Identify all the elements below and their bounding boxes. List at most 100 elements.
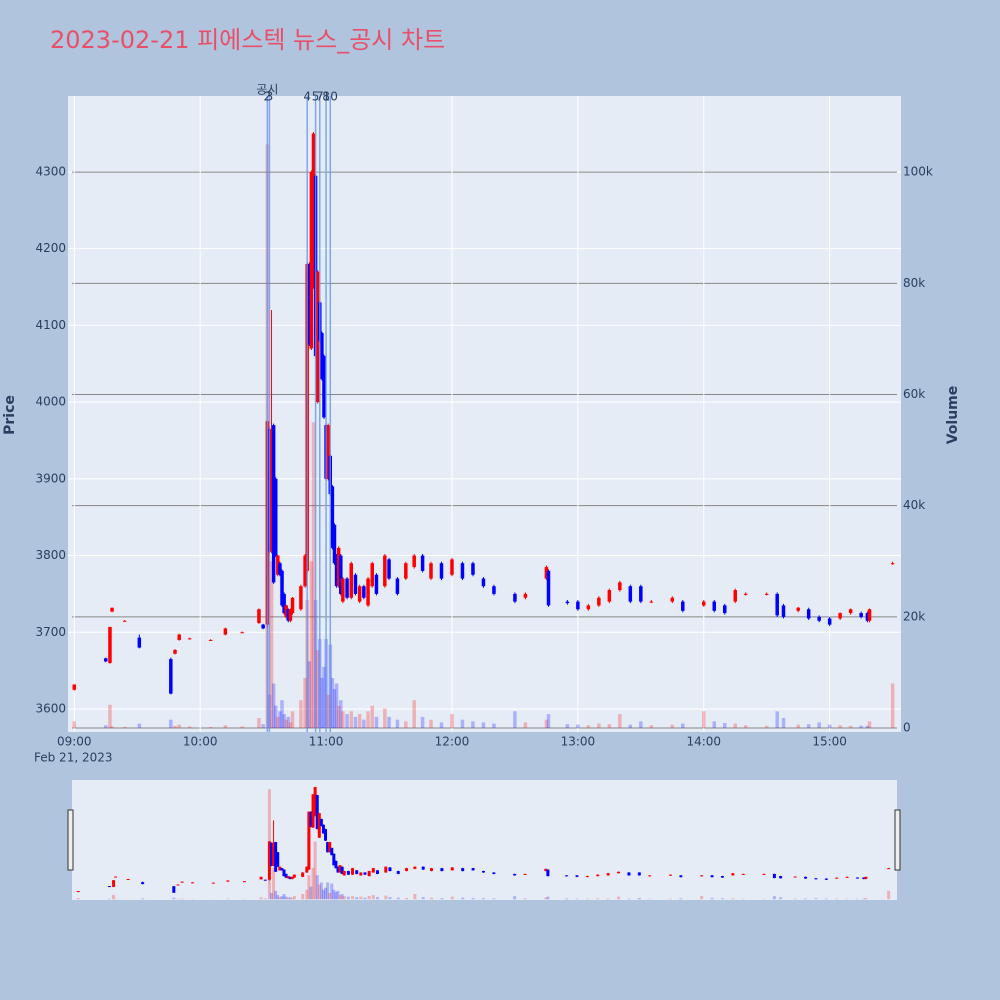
candle-body — [546, 869, 550, 877]
volume-bar — [317, 884, 321, 900]
candle-body — [817, 616, 821, 621]
candle-body — [269, 842, 273, 866]
candle-body — [430, 868, 434, 872]
volume-bar — [722, 722, 727, 728]
volume-bar — [328, 892, 332, 900]
y-tick-label: 3700 — [35, 625, 66, 639]
candle-body — [679, 875, 683, 878]
candle-body — [114, 876, 118, 878]
volume-bar — [341, 711, 345, 728]
volume-bar — [366, 711, 370, 728]
volume-bar — [309, 886, 313, 900]
volume-bar — [367, 896, 371, 900]
candle-body — [177, 634, 181, 640]
candle-body — [176, 884, 180, 886]
candle-body — [315, 271, 320, 403]
volume-bar — [141, 898, 145, 900]
volume-bar — [523, 898, 527, 900]
volume-bar — [450, 896, 454, 900]
candle-body — [702, 601, 706, 606]
y-axis-title: Price — [2, 395, 18, 435]
candle-body — [395, 578, 400, 594]
volume-bar — [371, 895, 375, 900]
volume-bar — [439, 722, 444, 728]
candle-body — [513, 593, 517, 602]
candle-body — [733, 590, 737, 602]
candle-body — [267, 841, 271, 880]
volume-bar — [700, 896, 704, 900]
volume-bar — [269, 892, 273, 900]
candle-body — [263, 879, 267, 881]
candle-body — [366, 578, 370, 606]
volume-bar — [226, 898, 230, 900]
candle-body — [388, 867, 392, 872]
candle-body — [779, 876, 783, 879]
volume-bar — [257, 717, 261, 728]
candle-body — [492, 586, 496, 594]
candle-body — [321, 824, 325, 834]
candle-body — [226, 880, 230, 882]
volume-bar — [848, 725, 853, 728]
candle-body — [838, 613, 842, 619]
candle-body — [307, 264, 312, 345]
range-slider[interactable] — [72, 780, 897, 900]
volume-bar — [108, 704, 112, 728]
x-tick-label: 09:00 — [57, 735, 92, 749]
candle-body — [845, 876, 849, 878]
candle-body — [180, 881, 184, 883]
annotation-label: 7 — [316, 90, 324, 104]
volume-bar — [523, 722, 528, 728]
volume-bar — [107, 898, 111, 900]
volume-bar — [429, 719, 433, 728]
annotation-label: 8 — [322, 90, 330, 104]
candle-body — [328, 842, 332, 853]
volume-bar — [286, 897, 290, 900]
candle-body — [404, 563, 408, 579]
candle-body — [384, 866, 388, 873]
candle-body — [191, 882, 195, 884]
y-tick-label: 4100 — [35, 318, 66, 332]
candle-body — [720, 876, 724, 878]
candle-body — [332, 524, 337, 564]
range-handle[interactable] — [67, 809, 74, 871]
volume-bar — [710, 897, 714, 900]
volume-bar — [292, 896, 296, 900]
candle-body — [565, 601, 570, 604]
volume-bar — [273, 705, 278, 728]
candle-body — [764, 593, 769, 595]
volume-bar — [413, 894, 417, 900]
candle-body — [420, 555, 425, 571]
candle-body — [461, 868, 465, 872]
volume-bar — [282, 714, 286, 728]
candle-body — [290, 876, 294, 880]
candle-body — [700, 875, 704, 877]
candle-body — [208, 639, 213, 641]
plot-area — [68, 96, 901, 732]
candle-body — [775, 593, 779, 616]
candle-body — [421, 866, 425, 870]
volume-bar — [345, 714, 349, 728]
candle-body — [107, 886, 111, 888]
candle-body — [370, 563, 374, 587]
volume-bar — [319, 882, 323, 900]
candle-body — [340, 866, 344, 874]
candle-body — [387, 559, 391, 579]
candle-body — [649, 601, 654, 603]
volume-bar — [223, 725, 228, 728]
y2-tick-label: 100k — [903, 165, 933, 179]
volume-bar — [187, 726, 192, 728]
candle-body — [396, 871, 400, 874]
volume-bar — [208, 726, 213, 728]
candle-body — [439, 563, 444, 579]
x-tick-label: 14:00 — [686, 735, 721, 749]
candle-body — [110, 607, 114, 612]
volume-bar — [867, 721, 872, 728]
volume-bar — [859, 725, 863, 728]
volume-bar — [284, 719, 288, 728]
range-handle[interactable] — [894, 809, 901, 871]
candle-body — [413, 866, 417, 869]
candle-body — [722, 605, 727, 614]
volume-bar — [326, 694, 330, 728]
volume-bar — [793, 898, 797, 900]
